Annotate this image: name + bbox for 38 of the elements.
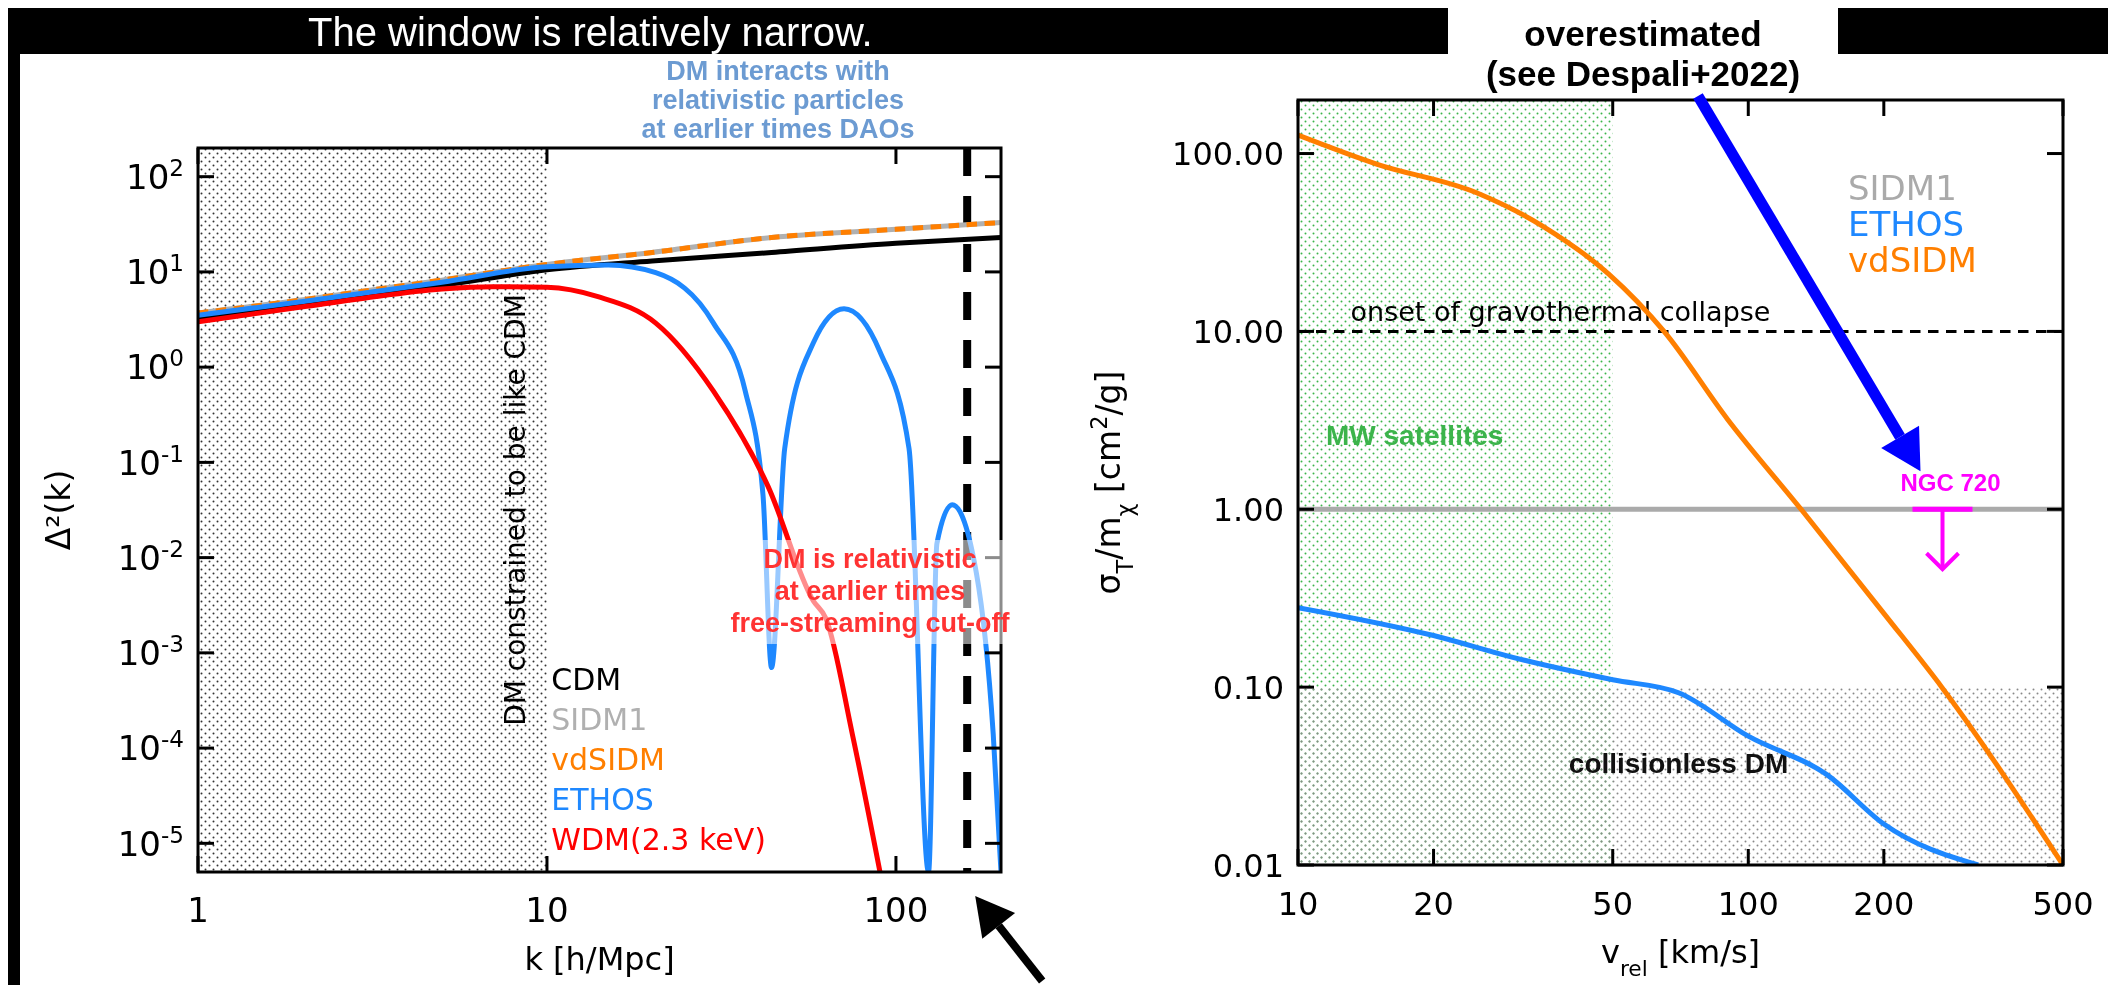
x-tick-label: 50	[1592, 885, 1634, 923]
y-tick-label: 10$^{0}$	[126, 345, 184, 388]
band-label: MW satellites	[1326, 419, 1504, 451]
x-tick-label: 100	[863, 890, 929, 930]
y-tick-label: 10$^{-1}$	[117, 440, 184, 483]
y-axis-title: Δ²(k)	[39, 469, 78, 551]
x-tick-label: 500	[2032, 885, 2094, 923]
x-axis-title: k [h/Mpc]	[524, 940, 675, 978]
text: DM interacts with relativistic particles at earlier times DAOs	[641, 56, 915, 144]
y-tick-label: 100.00	[1172, 135, 1284, 174]
x-tick-label: 10	[1277, 885, 1319, 923]
x-tick-label: 1	[187, 890, 209, 930]
text: SIDM1	[551, 702, 648, 737]
text: WDM(2.3 keV)	[551, 822, 766, 857]
text: overestimated (see Despali+2022)	[1485, 14, 1801, 93]
y-tick-label: 0.01	[1212, 846, 1284, 885]
x-tick-label: 200	[1853, 885, 1915, 923]
y-tick-label: 10.00	[1192, 312, 1284, 351]
text: CDM	[551, 662, 622, 697]
x-tick-label: 10	[525, 890, 569, 930]
text: vdSIDM	[551, 742, 665, 777]
y-tick-label: 10$^{-5}$	[117, 821, 184, 864]
band-label: collisionless DM	[1568, 747, 1789, 779]
x-tick-label: 100	[1717, 885, 1779, 923]
text: ETHOS	[551, 782, 654, 817]
y-tick-label: 10$^{-2}$	[117, 535, 184, 578]
y-tick-label: 0.10	[1212, 668, 1284, 707]
y-tick-label: 10$^{2}$	[126, 154, 184, 197]
x-tick-label: 20	[1413, 885, 1454, 923]
y-tick-label: 10$^{1}$	[126, 250, 184, 293]
y-tick-label: 10$^{-3}$	[117, 631, 184, 674]
chart-title: The window is relatively narrow.	[308, 10, 873, 54]
y-tick-label: 10$^{-4}$	[117, 726, 184, 769]
ref-line-label: onset of gravothermal collapse	[1350, 296, 1771, 328]
x-axis-title: v$_{rel}$ [km/s]	[1600, 933, 1761, 981]
annotation: NGC 720	[1900, 469, 2001, 497]
band-label: DM constrained to be like CDM	[498, 294, 532, 726]
y-tick-label: 1.00	[1212, 490, 1284, 529]
